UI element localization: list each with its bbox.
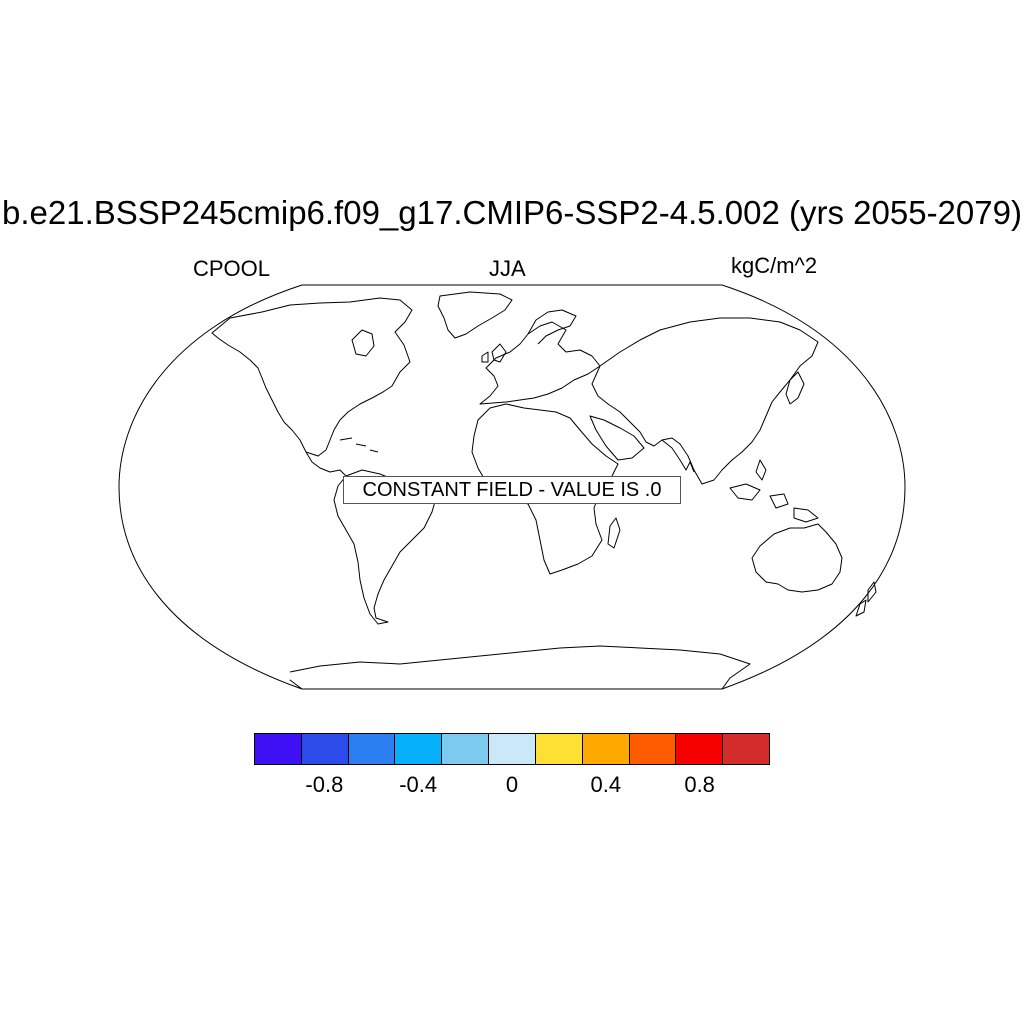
colorbar-swatch — [489, 734, 536, 764]
coast-hudson-bay — [351, 329, 375, 357]
coast-australia — [751, 523, 843, 593]
coast-new-zealand — [855, 581, 877, 617]
colorbar-swatch — [301, 734, 349, 764]
coast-central-america — [305, 451, 347, 477]
colorbar-swatch — [255, 734, 302, 764]
colorbar-swatch — [348, 734, 396, 764]
colorbar-swatch — [629, 734, 677, 764]
colorbar-swatch — [676, 734, 724, 764]
variable-label: CPOOL — [193, 256, 271, 281]
colorbar-swatch — [535, 734, 583, 764]
coast-india — [661, 439, 695, 473]
units-label: kgC/m^2 — [731, 253, 818, 278]
coast-madagascar — [607, 517, 621, 549]
colorbar-tick-label: 0 — [505, 772, 519, 797]
coast-north-america — [211, 297, 413, 457]
plot-title: b.e21.BSSP245cmip6.f09_g17.CMIP6-SSP2-4.… — [2, 194, 1022, 231]
colorbar — [254, 733, 770, 765]
coast-europe — [479, 321, 601, 405]
colorbar-swatch — [395, 734, 443, 764]
colorbar-tick-label: -0.8 — [305, 772, 344, 797]
coast-asia — [591, 317, 819, 485]
colorbar-swatch — [582, 734, 630, 764]
colorbar-swatch — [723, 734, 769, 764]
season-label: JJA — [489, 256, 526, 281]
colorbar-swatch — [442, 734, 490, 764]
coast-british-isles — [481, 343, 507, 363]
constant-field-notice: CONSTANT FIELD - VALUE IS .0 — [343, 476, 681, 504]
coast-caribbean — [339, 437, 379, 453]
colorbar-tick-label: -0.4 — [399, 772, 438, 797]
coast-se-asia-islands — [729, 459, 819, 523]
coast-antarctica — [289, 645, 751, 690]
colorbar-tick-label: 0.8 — [684, 772, 715, 797]
coast-scandinavia — [527, 309, 577, 345]
coast-japan — [785, 371, 805, 405]
colorbar-tick-label: 0.4 — [590, 772, 622, 797]
coast-greenland — [437, 291, 513, 339]
coast-arabia — [589, 415, 645, 461]
